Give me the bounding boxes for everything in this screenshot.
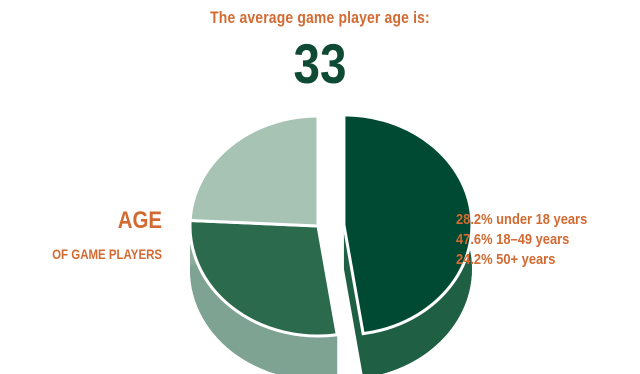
legend-item-50-plus: 24.2% 50+ years [456,250,587,270]
headline: The average game player age is: [210,8,430,27]
average-age-number: 33 [293,32,347,95]
legend-percent: 24.2% [456,251,493,268]
legend-label: under 18 years [496,211,588,228]
legend-percent: 28.2% [456,211,493,228]
pie-slice-50-years [188,114,320,228]
chart-title: AGE [117,207,162,234]
legend: 28.2% under 18 years 47.6% 18–49 years 2… [456,210,587,270]
legend-item-18-49: 47.6% 18–49 years [456,230,587,250]
legend-label: 50+ years [496,251,556,268]
pie-slice-18-49-years [342,113,474,336]
pie-slice-under-18-years [188,218,339,338]
chart-subtitle: OF GAME PLAYERS [52,246,162,262]
legend-percent: 47.6% [456,231,493,248]
legend-label: 18–49 years [496,231,570,248]
legend-item-under-18: 28.2% under 18 years [456,210,587,230]
